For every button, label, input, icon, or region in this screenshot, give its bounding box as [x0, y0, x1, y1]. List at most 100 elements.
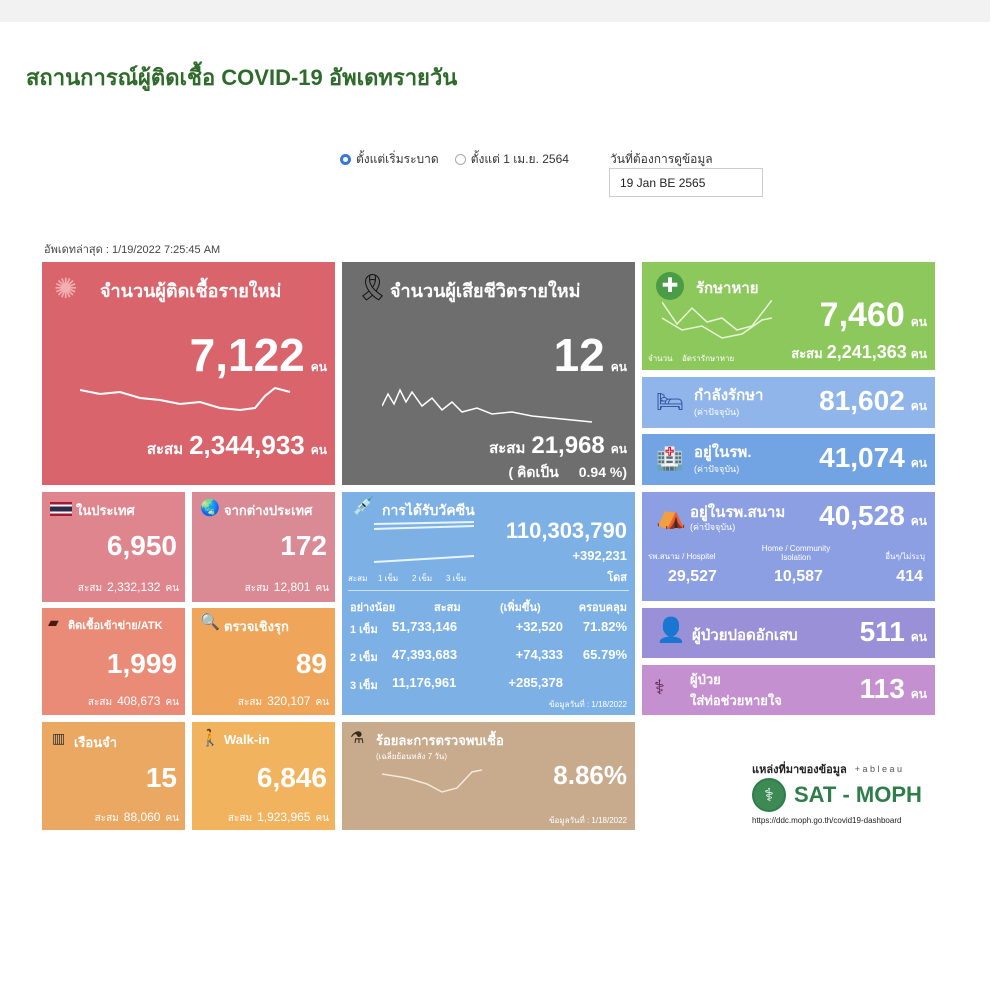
unit: คน	[910, 399, 927, 413]
legend-dose1: 1 เข็ม	[378, 574, 399, 583]
domestic-cum: 2,332,132	[107, 580, 161, 594]
unit: คน	[910, 514, 927, 528]
field-value: 40,528	[819, 500, 905, 531]
unit: คน	[310, 443, 327, 457]
legend-label: สะสม	[348, 574, 368, 583]
new-deaths-value: 12	[553, 329, 605, 381]
dose-cum: 11,176,961	[392, 675, 457, 690]
other-value: 414	[896, 568, 923, 585]
page-title: สถานการณ์ผู้ติดเชื้อ COVID-19 อัพเดทรายว…	[26, 65, 458, 90]
new-deaths-value-row: 12 คน	[554, 328, 627, 382]
source-url[interactable]: https://ddc.moph.go.th/covid19-dashboard	[752, 816, 902, 825]
card-title: กำลังรักษา	[694, 387, 764, 404]
atk-test-icon: ▰	[48, 614, 59, 630]
radio-since-outbreak[interactable]: ตั้งแต่เริ่มระบาด	[340, 150, 439, 169]
card-title: ร้อยละการตรวจพบเชื้อ	[376, 733, 504, 748]
cum-label: สะสม	[237, 697, 263, 708]
pneumonia-value: 511	[859, 616, 905, 647]
card-title: รักษาหาย	[696, 280, 759, 297]
unit: คน	[910, 687, 927, 701]
recovered-cum: 2,241,363	[826, 342, 907, 362]
unit: คน	[315, 583, 329, 594]
unit: คน	[165, 583, 179, 594]
card-subtitle: (ค่าปัจจุบัน)	[694, 407, 740, 417]
prison-cum: 88,060	[123, 810, 161, 824]
hospitel-label: รพ.สนาม / Hospitel	[648, 552, 716, 561]
cases-sparkline	[80, 386, 291, 412]
dose-cov: 71.82%	[582, 619, 627, 634]
dose: 1 เข็ม	[350, 624, 378, 636]
date-input[interactable]: 19 Jan BE 2565	[609, 168, 763, 197]
cum-row: สะสม 88,060 คน	[95, 810, 179, 826]
card-title: ในประเทศ	[76, 503, 135, 518]
vaccine-sparkline	[374, 521, 475, 563]
patient-icon: 👤	[656, 617, 686, 644]
dose-cov: 65.79%	[582, 647, 627, 662]
abroad-cum: 12,801	[273, 580, 311, 594]
new-cases-cum: 2,344,933	[189, 430, 305, 460]
walkin-value: 6,846	[256, 762, 327, 793]
col-header: อย่างน้อย	[350, 602, 396, 614]
sat-moph-brand: SAT - MOPH	[794, 782, 922, 807]
positivity-sparkline	[382, 769, 482, 793]
field-value-row: 40,528 คน	[819, 500, 927, 532]
radio-since-april-2564[interactable]: ตั้งแต่ 1 เม.ย. 2564	[454, 150, 569, 169]
legend-dose2: 2 เข็ม	[412, 574, 433, 583]
prison-icon: ▥	[52, 730, 66, 746]
card-subtitle: (เฉลี่ยย้อนหลัง 7 วัน)	[376, 752, 447, 761]
treating-card: 🛏 กำลังรักษา (ค่าปัจจุบัน) 81,602 คน	[642, 377, 935, 428]
card-title: จำนวนผู้เสียชีวิตรายใหม่	[390, 281, 581, 301]
positivity-card: ⚗ ร้อยละการตรวจพบเชื้อ (เฉลี่ยย้อนหลัง 7…	[342, 722, 635, 830]
cum-label: สะสม	[94, 813, 119, 824]
tent-icon: ⛺	[656, 503, 686, 530]
cum-label: สะสม	[489, 440, 526, 457]
unit: คน	[165, 813, 179, 824]
card-title: อยู่ในรพ.สนาม	[690, 504, 786, 521]
tableau-logo: + a b l e a u	[854, 764, 903, 774]
hospital-icon: 🏥	[656, 446, 684, 471]
hospitel-value: 29,527	[668, 568, 717, 585]
dose-cum: 51,733,146	[392, 619, 458, 634]
radio-dot	[454, 154, 466, 165]
card-title: ติดเชื้อเข้าข่าย/ATK	[68, 620, 163, 632]
unit: คน	[315, 697, 329, 708]
last-updated: อัพเดทล่าสุด : 1/19/2022 7:25:45 AM	[44, 244, 221, 256]
cum-label: สะสม	[146, 441, 184, 458]
date-label: วันที่ต้องการดูข้อมูล	[610, 152, 713, 166]
dose: 2 เข็ม	[350, 652, 378, 664]
unit: คน	[610, 360, 627, 374]
card-title: อยู่ในรพ.	[694, 444, 752, 461]
ventilator-card: ⚕ ผู้ป่วย ใส่ท่อช่วยหายใจ 113 คน	[642, 665, 935, 715]
cum-row: สะสม 1,923,965 คน	[228, 810, 329, 826]
treating-value: 81,602	[819, 385, 905, 416]
legend-rate: อัตรารักษาหาย	[682, 354, 735, 363]
prison-value: 15	[145, 762, 177, 793]
as-of-date: ข้อมูลวันที่ : 1/18/2022	[549, 700, 627, 709]
pneumonia-card: 👤 ผู้ป่วยปอดอักเสบ 511 คน	[642, 608, 935, 658]
proactive-card: 🔍 ตรวจเชิงรุก 89 สะสม 320,107 คน	[192, 608, 335, 715]
recovered-value-row: 7,460 คน	[820, 296, 927, 335]
walking-icon: 🚶	[200, 730, 220, 747]
home-isolation-label: Home / Community Isolation	[761, 544, 831, 562]
dose-inc: +74,333	[515, 647, 563, 662]
unit: คน	[165, 697, 179, 708]
ventilator-value-row: 113 คน	[860, 673, 927, 705]
thai-flag-icon	[50, 502, 72, 516]
card-title: ตรวจเชิงรุก	[224, 619, 289, 634]
globe-icon: 🌏	[200, 500, 220, 517]
prison-card: ▥ เรือนจำ 15 สะสม 88,060 คน	[42, 722, 185, 830]
ventilator-icon: ⚕	[654, 677, 665, 699]
new-cases-card: ✺ จำนวนผู้ติดเชื้อรายใหม่ 7,122 คน สะสม …	[42, 262, 335, 485]
plus-icon: ✚	[656, 272, 684, 300]
atk-cum: 408,673	[117, 694, 161, 708]
recovered-card: ✚ รักษาหาย จำนวน อัตรารักษาหาย 7,460 คน …	[642, 262, 935, 370]
atk-value: 1,999	[106, 648, 177, 679]
unit: คน	[310, 360, 327, 374]
period-filter: ตั้งแต่เริ่มระบาด ตั้งแต่ 1 เม.ย. 2564	[340, 150, 569, 169]
dose-inc: +285,378	[508, 675, 563, 690]
legend-dose3: 3 เข็ม	[446, 574, 467, 583]
death-rate: 0.94 %)	[578, 464, 627, 480]
field-hospital-card: ⛺ อยู่ในรพ.สนาม (ค่าปัจจุบัน) 40,528 คน …	[642, 492, 935, 601]
syringe-icon: 💉	[352, 496, 375, 516]
walkin-card: 🚶 Walk-in 6,846 สะสม 1,923,965 คน	[192, 722, 335, 830]
